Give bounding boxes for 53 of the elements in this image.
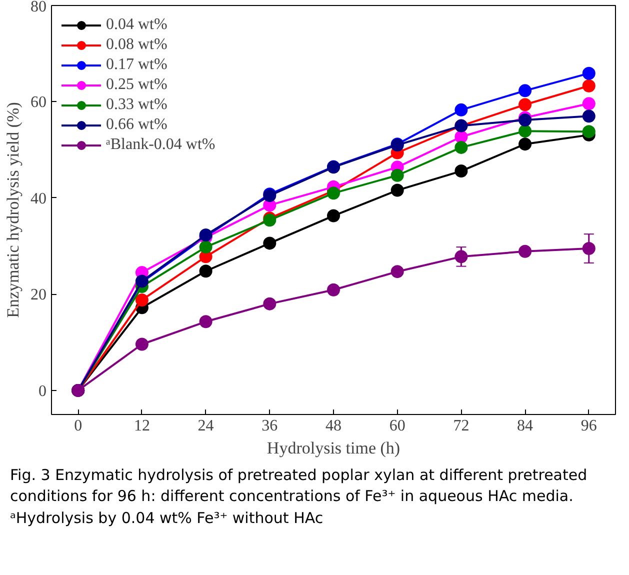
legend-label: 0.33 wt%	[106, 96, 168, 114]
point	[327, 186, 340, 200]
point	[135, 293, 148, 306]
point	[582, 125, 596, 138]
point	[390, 265, 404, 278]
point	[582, 97, 596, 110]
x-tick-label: 36	[262, 418, 278, 434]
legend-label: 0.66 wt%	[106, 116, 168, 134]
x-axis-title: Hydrolysis time (h)	[266, 438, 400, 458]
y-tick-label: 20	[30, 286, 46, 304]
x-tick-label: 96	[580, 418, 597, 434]
legend-label: 0.04 wt%	[106, 16, 168, 34]
point	[518, 114, 532, 127]
y-tick-label: 0	[38, 382, 46, 400]
point	[582, 79, 596, 92]
x-tick-label: 84	[517, 418, 534, 434]
point	[582, 66, 596, 80]
point	[454, 164, 468, 178]
point	[582, 110, 596, 123]
y-tick-label: 80	[30, 0, 46, 16]
point	[263, 236, 276, 250]
point	[327, 209, 340, 222]
point	[390, 168, 404, 182]
point	[263, 297, 276, 310]
point	[518, 84, 532, 98]
legend-label: 0.17 wt%	[106, 56, 168, 74]
point	[199, 315, 212, 328]
point	[518, 138, 532, 151]
x-tick-label: 48	[326, 418, 342, 434]
y-tick-label: 40	[30, 190, 46, 208]
x-tick-label: 72	[453, 418, 470, 434]
x-tick-label: 24	[198, 418, 214, 434]
x-tick-label: 0	[74, 418, 82, 434]
caption: Fig. 3 Enzymatic hydrolysis of pretreated poplar xylan at different pretreated conditions for 96 h: different concentrations of Fe³⁺ in aqueous HAc media. ᵃHydrolysis by 0.04 wt% Fe³⁺ without HAc	[10, 465, 588, 529]
point	[454, 103, 468, 116]
legend-label: ᵃBlank-0.04 wt%	[106, 136, 216, 154]
y-tick-label: 60	[30, 94, 46, 112]
point	[199, 264, 212, 278]
point	[518, 244, 532, 258]
x-tick-label: 12	[134, 418, 150, 434]
point	[518, 98, 532, 112]
point	[327, 283, 340, 296]
point	[199, 240, 212, 254]
legend-label: 0.08 wt%	[106, 36, 168, 54]
point	[454, 140, 468, 154]
x-tick-label: 60	[389, 418, 406, 434]
point	[582, 242, 596, 255]
y-axis-title: Enzymatic hydrolysis yield (%)	[4, 102, 22, 318]
point	[518, 124, 532, 138]
point	[390, 184, 404, 197]
point	[135, 338, 148, 351]
legend-label: 0.25 wt%	[106, 76, 168, 94]
point	[454, 250, 468, 264]
